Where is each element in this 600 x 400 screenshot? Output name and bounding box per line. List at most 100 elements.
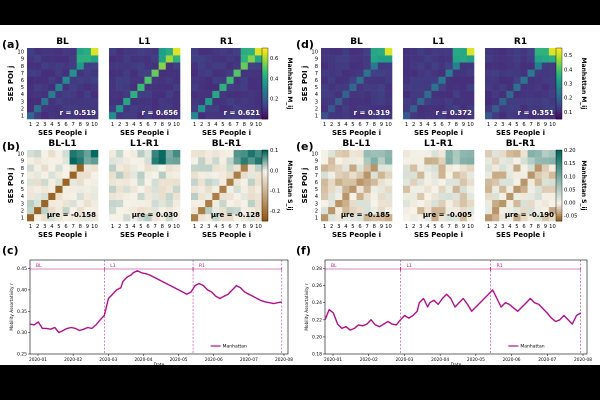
heatmap-cell [541, 48, 550, 56]
heatmap-cell [548, 206, 557, 215]
y-tick-label: 6 [21, 78, 24, 84]
heatmap-cell [424, 83, 432, 91]
heatmap-cell [62, 90, 70, 98]
colorbar-segment [262, 48, 268, 51]
heatmap-cell [55, 206, 63, 215]
heatmap-cell [417, 157, 425, 165]
heatmap-cell [83, 104, 92, 113]
heatmap-cell [438, 206, 446, 215]
heatmap-cell [219, 76, 227, 84]
heatmap-cell [205, 111, 213, 120]
heatmap-cell [431, 150, 439, 158]
heatmap-cell [62, 111, 70, 120]
heatmap-cell [158, 199, 167, 208]
heatmap-cell [363, 164, 371, 172]
heatmap-cell [445, 178, 453, 186]
heatmap-cell [34, 48, 42, 56]
heatmap-cell [34, 185, 42, 193]
colorbar-segment [262, 88, 268, 91]
colorbar-segment [262, 64, 268, 68]
heatmap-cell [48, 178, 56, 186]
heatmap-cell [321, 164, 329, 172]
x-axis-label: SES People i [120, 231, 169, 239]
heatmap-cell [55, 55, 63, 63]
heatmap-cell [76, 213, 85, 222]
heatmap-cell [506, 48, 514, 56]
colorbar-segment [556, 154, 562, 158]
x-tick-label: 4 [50, 224, 54, 230]
heatmap-cell [55, 171, 63, 179]
heatmap-cell [172, 48, 181, 56]
heatmap-cell [191, 76, 199, 84]
heatmap-cell [438, 185, 446, 193]
heatmap-cell [466, 213, 475, 222]
heatmap-cell [109, 157, 117, 165]
x-tick-label: 5 [139, 122, 142, 128]
heatmap-cell [165, 90, 174, 98]
heatmap-cell [55, 164, 63, 172]
heatmap-cell [466, 178, 475, 186]
heatmap-cell [158, 171, 167, 179]
heatmap-cell [328, 150, 336, 158]
heatmap-cell [541, 76, 550, 84]
heatmap-cell [541, 185, 550, 193]
heatmap-cell [240, 150, 249, 158]
heatmap-cell [520, 69, 528, 77]
heatmap-cell [321, 192, 329, 200]
heatmap-cell [459, 104, 468, 113]
heatmap-cell [384, 111, 393, 120]
heatmap-cell [548, 150, 557, 158]
heatmap-cell [198, 90, 206, 98]
heatmap-cell [452, 157, 461, 165]
panel-label-b: (b) [2, 140, 20, 153]
heatmap-cell [370, 69, 379, 77]
heatmap-cell [233, 111, 241, 120]
colorbar-tick-label: 0.00 [564, 201, 576, 207]
y-tick-label: 4 [315, 194, 319, 200]
heatmap-cell [27, 69, 35, 77]
heatmap-cell [356, 69, 364, 77]
heatmap-cell [363, 48, 371, 56]
heatmap-cell [62, 192, 70, 200]
heatmap-cell [445, 157, 453, 165]
heatmap-cell [198, 178, 206, 186]
heatmap-cell [438, 157, 446, 165]
heatmap-cell [513, 83, 521, 91]
heatmap-cell [335, 192, 343, 200]
heatmap-cell [198, 199, 206, 208]
heatmap-cell [191, 192, 199, 200]
heatmap-cell [513, 55, 521, 63]
heatmap-cell [417, 171, 425, 179]
heatmap-cell [377, 171, 386, 179]
heatmap-cell [485, 90, 493, 98]
heatmap-cell [41, 178, 49, 186]
heatmap-cell [137, 90, 145, 98]
heatmap-cell [83, 83, 92, 91]
heatmap-cell [499, 164, 507, 172]
heatmap-cell [527, 76, 535, 84]
heatmap-cell [41, 206, 49, 215]
heatmap-cell [452, 199, 461, 208]
heatmap-cell [165, 157, 174, 165]
x-tick-label: 9 [250, 224, 253, 230]
heatmap-cell [254, 164, 263, 172]
x-tick-label: 7 [153, 224, 156, 230]
heatmap-title: BL-R1 [212, 139, 242, 149]
heatmap-cell [233, 157, 241, 165]
heatmap-cell [384, 83, 393, 91]
x-tick-label: 7 [529, 122, 532, 128]
x-tick-label: 9 [462, 224, 465, 230]
heatmap-cell [548, 97, 557, 106]
heatmap-cell [452, 48, 461, 56]
heatmap-cell [438, 48, 446, 56]
colorbar-segment [262, 62, 268, 65]
heatmap-cell [48, 185, 56, 193]
heatmap-cell [499, 69, 507, 77]
heatmap-cell [363, 185, 371, 193]
heatmap-cell [459, 157, 468, 165]
heatmap-cell [219, 111, 227, 120]
heatmap-cell [499, 104, 507, 113]
heatmap-cell [27, 171, 35, 179]
heatmap-cell [410, 48, 418, 56]
heatmap-cell [151, 192, 159, 200]
